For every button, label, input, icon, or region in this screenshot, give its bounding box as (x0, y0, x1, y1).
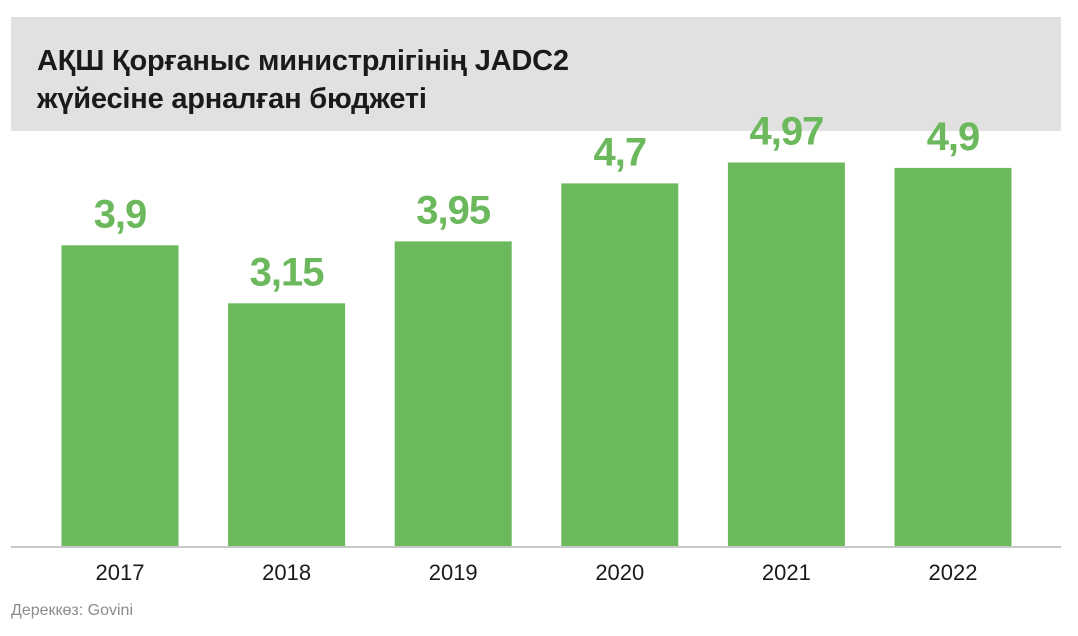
value-label-2021: 4,97 (749, 110, 823, 154)
value-label-2019: 3,95 (416, 188, 491, 232)
x-tick-label-2021: 2021 (762, 560, 811, 585)
bar-2022 (894, 167, 1012, 547)
value-label-2020: 4,7 (593, 130, 646, 174)
x-tick-label-2019: 2019 (429, 560, 478, 585)
chart-title-line-2: жүйесіне арналған бюджеті (37, 83, 427, 115)
bar-2019 (394, 241, 512, 547)
x-tick-label-2020: 2020 (595, 560, 644, 585)
value-label-2017: 3,9 (94, 192, 147, 236)
bar-2017 (61, 245, 179, 548)
x-tick-label-2022: 2022 (929, 560, 978, 585)
x-tick-label-2017: 2017 (96, 560, 145, 585)
chart-title-line-1: АҚШ Қорғаныс министрлігінің JADC2 (37, 45, 569, 77)
bar-2020 (561, 183, 679, 547)
x-tick-label-2018: 2018 (262, 560, 311, 585)
title-panel: АҚШ Қорғаныс министрлігінің JADC2 жүйесі… (11, 17, 1061, 131)
value-label-2022: 4,9 (927, 115, 980, 159)
value-label-2018: 3,15 (250, 250, 325, 294)
bar-2018 (228, 303, 346, 547)
bar-2021 (727, 162, 845, 547)
bar-chart: 3,9 2017 3,15 2018 3,95 2019 4,7 2020 4,97 2021 4,… (11, 110, 1061, 585)
source-note: Дереккөз: Govini (11, 602, 134, 619)
